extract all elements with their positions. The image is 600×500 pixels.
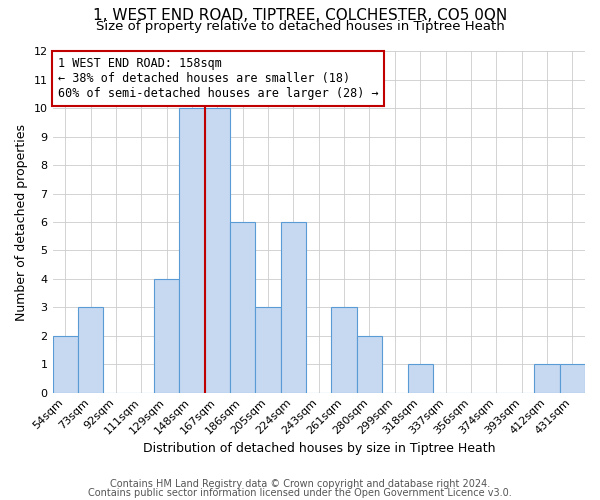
Text: Size of property relative to detached houses in Tiptree Heath: Size of property relative to detached ho… (95, 20, 505, 33)
Text: Contains public sector information licensed under the Open Government Licence v3: Contains public sector information licen… (88, 488, 512, 498)
Bar (179, 108, 205, 393)
Bar (230, 222, 256, 392)
Bar (534, 364, 560, 392)
Bar (331, 308, 357, 392)
Text: 1 WEST END ROAD: 158sqm
← 38% of detached houses are smaller (18)
60% of semi-de: 1 WEST END ROAD: 158sqm ← 38% of detache… (58, 56, 379, 100)
Text: Contains HM Land Registry data © Crown copyright and database right 2024.: Contains HM Land Registry data © Crown c… (110, 479, 490, 489)
Bar (256, 308, 281, 392)
Text: 1, WEST END ROAD, TIPTREE, COLCHESTER, CO5 0QN: 1, WEST END ROAD, TIPTREE, COLCHESTER, C… (93, 8, 507, 22)
Bar (78, 308, 103, 392)
Bar (357, 336, 382, 392)
Bar (281, 222, 306, 392)
Bar (407, 364, 433, 392)
Bar (154, 279, 179, 392)
Bar (560, 364, 585, 392)
Y-axis label: Number of detached properties: Number of detached properties (15, 124, 28, 320)
Bar (53, 336, 78, 392)
X-axis label: Distribution of detached houses by size in Tiptree Heath: Distribution of detached houses by size … (143, 442, 495, 455)
Bar (205, 108, 230, 393)
